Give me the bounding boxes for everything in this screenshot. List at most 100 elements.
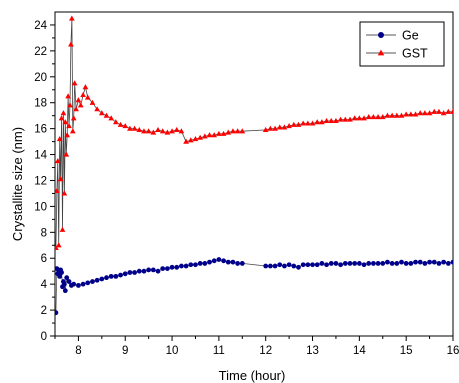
data-point-ge	[122, 271, 128, 277]
data-point-ge	[146, 267, 152, 273]
data-point-ge	[85, 280, 91, 286]
data-point-gst	[408, 111, 414, 117]
data-point-gst	[69, 128, 76, 134]
data-point-gst	[55, 158, 61, 164]
data-point-ge	[90, 279, 95, 284]
y-tick-label: 16	[34, 124, 47, 136]
data-point-ge	[55, 310, 59, 316]
data-point-ge	[431, 259, 437, 265]
data-point-ge	[422, 261, 428, 266]
data-point-ge	[104, 275, 109, 281]
data-point-ge	[221, 258, 226, 264]
data-point-ge	[296, 264, 301, 270]
data-point-ge	[403, 261, 409, 266]
data-point-ge	[150, 267, 156, 273]
y-tick-label: 12	[34, 175, 47, 187]
data-point-gst	[267, 125, 274, 131]
x-tick-label: 16	[447, 345, 459, 357]
data-point-ge	[347, 261, 353, 266]
data-point-gst	[69, 15, 75, 21]
x-axis-title: Time (hour)	[219, 368, 286, 383]
x-tick-label: 15	[400, 345, 413, 357]
data-point-ge	[160, 266, 166, 272]
legend-label-ge: Ge	[402, 29, 419, 43]
data-point-gst	[300, 120, 307, 126]
data-point-ge	[76, 283, 81, 288]
data-point-ge	[164, 266, 170, 272]
y-axis-title: Crystallite size (nm)	[10, 127, 25, 241]
data-point-ge	[436, 261, 442, 266]
data-point-ge	[94, 277, 100, 283]
data-point-gst	[389, 112, 395, 118]
data-point-gst	[98, 110, 105, 116]
data-point-gst	[61, 190, 68, 196]
data-point-ge	[61, 281, 67, 287]
y-tick-label: 8	[41, 227, 47, 239]
data-point-gst	[440, 110, 447, 116]
x-tick-label: 8	[75, 345, 81, 357]
data-point-gst	[73, 106, 79, 112]
data-point-ge	[188, 262, 194, 268]
data-point-ge	[62, 288, 68, 294]
data-point-ge	[380, 261, 386, 266]
data-point-ge	[413, 259, 418, 265]
data-point-gst	[65, 93, 71, 99]
data-point-ge	[179, 263, 184, 269]
data-point-gst	[304, 120, 311, 126]
data-point-gst	[64, 132, 71, 138]
data-point-ge	[66, 279, 72, 284]
y-tick-label: 10	[34, 201, 47, 213]
data-point-gst	[417, 110, 424, 116]
data-point-gst	[178, 128, 185, 134]
data-point-gst	[70, 115, 77, 121]
data-point-gst	[103, 112, 110, 118]
data-point-gst	[328, 117, 335, 123]
data-point-gst	[445, 108, 452, 114]
data-point-ge	[366, 261, 372, 266]
data-point-ge	[286, 262, 292, 268]
data-point-gst	[276, 124, 283, 130]
data-point-gst	[77, 102, 84, 108]
data-point-gst	[370, 113, 377, 120]
data-point-gst	[159, 128, 166, 134]
x-tick-label: 10	[166, 345, 179, 357]
data-point-gst	[187, 137, 194, 143]
data-point-gst	[150, 129, 157, 135]
data-point-ge	[230, 259, 236, 265]
data-point-gst	[436, 108, 442, 114]
data-point-ge	[113, 273, 119, 279]
data-point-ge	[319, 261, 325, 266]
plot-frame	[54, 11, 454, 337]
data-point-ge	[197, 261, 203, 266]
data-point-gst	[281, 124, 288, 130]
data-point-ge	[385, 259, 390, 265]
data-point-ge	[235, 261, 241, 266]
data-point-gst	[412, 111, 419, 117]
y-tick-label: 24	[34, 20, 47, 32]
data-point-ge	[282, 263, 287, 269]
data-point-ge	[272, 263, 278, 269]
data-point-ge	[356, 261, 362, 266]
data-point-ge	[71, 281, 77, 287]
data-point-gst	[63, 151, 70, 157]
data-point-gst	[57, 176, 64, 182]
data-point-gst	[216, 130, 222, 136]
data-point-ge	[371, 261, 376, 266]
data-point-ge	[207, 259, 212, 265]
data-point-ge	[108, 273, 114, 279]
data-point-gst	[173, 126, 180, 133]
data-point-gst	[356, 115, 363, 121]
data-point-ge	[441, 259, 447, 265]
data-point-gst	[314, 119, 321, 125]
data-point-gst	[197, 134, 204, 140]
data-point-ge	[267, 263, 273, 269]
data-point-ge	[64, 275, 70, 281]
y-tick-label: 6	[41, 253, 47, 265]
legend: Ge GST	[359, 21, 445, 67]
data-point-ge	[375, 261, 381, 266]
data-point-ge	[211, 258, 217, 264]
data-point-ge	[59, 270, 64, 275]
data-point-ge	[80, 281, 86, 287]
data-point-gst	[234, 128, 241, 134]
